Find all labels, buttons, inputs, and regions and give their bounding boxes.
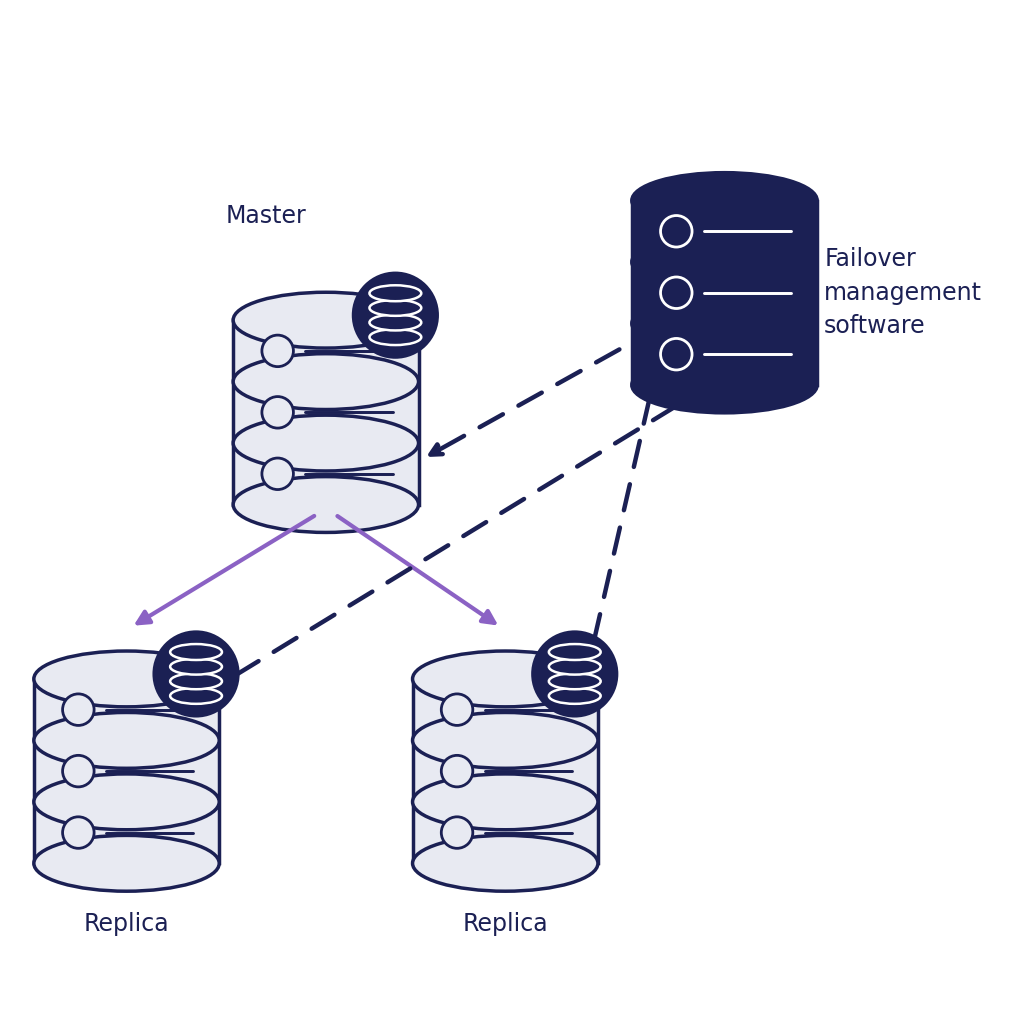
Ellipse shape [34,774,219,829]
Circle shape [353,273,437,357]
Text: Replica: Replica [463,911,548,936]
Ellipse shape [413,713,598,768]
Polygon shape [549,652,601,696]
Circle shape [62,694,94,725]
Ellipse shape [233,292,419,348]
Ellipse shape [549,674,601,689]
Polygon shape [34,679,219,863]
Ellipse shape [370,314,421,331]
Text: Failover
management
software: Failover management software [824,247,982,338]
Ellipse shape [34,836,219,891]
Ellipse shape [170,644,222,660]
Text: Master: Master [225,204,306,228]
Ellipse shape [170,674,222,689]
Polygon shape [413,679,598,863]
Circle shape [262,335,294,367]
Ellipse shape [233,415,419,471]
Ellipse shape [549,658,601,675]
Ellipse shape [413,651,598,707]
Circle shape [262,396,294,428]
Circle shape [441,817,473,848]
Text: Replica: Replica [84,911,169,936]
Ellipse shape [632,173,817,228]
Ellipse shape [370,286,421,301]
Ellipse shape [233,353,419,410]
Ellipse shape [549,644,601,660]
Ellipse shape [170,658,222,675]
Ellipse shape [632,357,817,413]
Ellipse shape [632,234,817,290]
Circle shape [262,458,294,489]
Ellipse shape [549,688,601,703]
Ellipse shape [233,476,419,532]
Circle shape [660,339,692,370]
Ellipse shape [413,774,598,829]
Ellipse shape [632,296,817,351]
Polygon shape [632,201,817,385]
Circle shape [660,215,692,247]
Circle shape [62,817,94,848]
Ellipse shape [170,688,222,703]
Polygon shape [370,293,421,337]
Polygon shape [233,321,419,505]
Ellipse shape [370,329,421,345]
Ellipse shape [413,836,598,891]
Circle shape [62,756,94,786]
Ellipse shape [34,713,219,768]
Circle shape [155,632,238,716]
Polygon shape [170,652,222,696]
Ellipse shape [34,651,219,707]
Circle shape [441,694,473,725]
Circle shape [532,632,616,716]
Circle shape [660,278,692,308]
Circle shape [441,756,473,786]
Ellipse shape [370,300,421,315]
